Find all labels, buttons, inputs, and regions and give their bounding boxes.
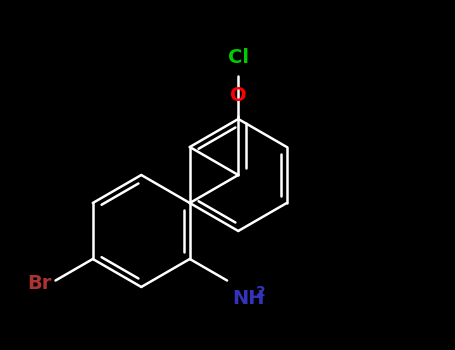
Text: 2: 2 bbox=[256, 285, 266, 299]
Text: O: O bbox=[230, 86, 247, 105]
Text: Cl: Cl bbox=[228, 48, 249, 67]
Text: NH: NH bbox=[233, 289, 265, 308]
Text: Br: Br bbox=[27, 274, 51, 293]
